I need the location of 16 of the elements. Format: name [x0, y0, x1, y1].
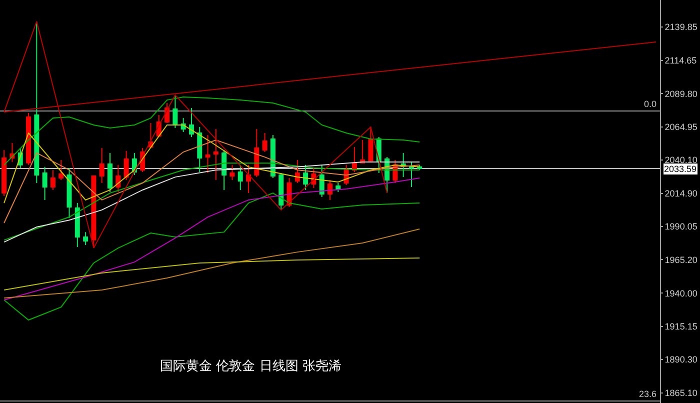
annotation: 国际黄金 伦敦金 日线图 张尧浠 — [160, 359, 342, 374]
y-tick-label: 2014.90 — [664, 188, 698, 199]
y-tick-label: 1990.05 — [664, 222, 698, 232]
y-tick-label: 2114.65 — [664, 56, 697, 66]
y-tick-label: 2089.80 — [664, 88, 698, 99]
y-tick-label: 1865.10 — [664, 388, 698, 398]
annotation: 23.6 — [639, 389, 657, 399]
y-tick-label: 2040.10 — [664, 155, 698, 166]
y-tick-label: 1915.15 — [664, 321, 698, 332]
y-tick-label: 1965.20 — [664, 254, 698, 265]
annotation: 0.0 — [644, 99, 657, 109]
y-tick-label: 1940.00 — [664, 288, 698, 298]
y-tick-label: 2064.95 — [664, 122, 698, 132]
y-tick-label: 2139.85 — [664, 22, 698, 32]
y-tick-label: 1890.30 — [664, 354, 698, 365]
ref-line-label: 2033.59 — [664, 164, 697, 174]
